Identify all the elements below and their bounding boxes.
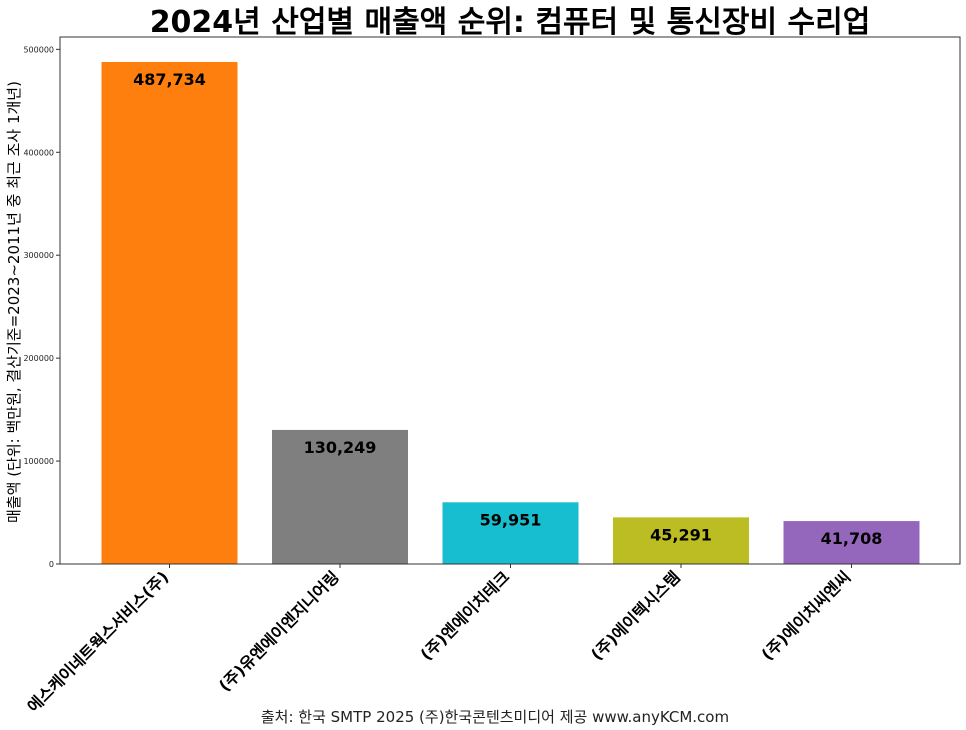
bars-layer: 487,734 130,249 59,951 45,291 41,708 [101, 61, 920, 564]
y-tick-label-6: 500000 [23, 45, 54, 54]
bar-3 [442, 502, 579, 564]
x-tick-label-5: (주)에이치씨엔씨 [758, 567, 855, 664]
y-axis-ticks: 0 100000 200000 300000 400000 500000 [23, 45, 60, 569]
y-tick-label-3: 200000 [23, 354, 54, 363]
bar-5 [783, 521, 920, 564]
bar-value-label-5: 41,708 [821, 529, 883, 548]
x-tick-label-4: (주)에이텍시스템 [587, 567, 684, 664]
bar-1 [101, 61, 238, 564]
bar-value-label-4: 45,291 [650, 525, 712, 544]
bar-value-label-1: 487,734 [133, 70, 206, 89]
bar-2 [272, 429, 408, 564]
bar-value-label-2: 130,249 [304, 438, 377, 457]
plot-frame [59, 36, 961, 565]
source-note: 출처: 한국 SMTP 2025 (주)한국콘텐츠미디어 제공 www.anyK… [261, 708, 729, 726]
bar-4 [613, 517, 749, 564]
y-axis-label: 매출액 (단위: 백만원, 결산기준=2023~2011년 중 최근 조사 1개… [5, 81, 23, 523]
chart-title: 2024년 산업별 매출액 순위: 컴퓨터 및 통신장비 수리업 [150, 5, 871, 40]
x-axis-ticks: 에스케이네트웍스서비스(주) (주)유엔에이엔지니어링 (주)엔에이치테크 (주)에이… [24, 564, 855, 716]
bar-value-label-3: 59,951 [480, 510, 542, 529]
y-tick-label-2: 100000 [23, 457, 54, 466]
y-tick-label-1: 0 [49, 560, 54, 569]
x-tick-label-3: (주)엔에이치테크 [417, 567, 514, 664]
y-tick-label-4: 300000 [23, 251, 54, 260]
x-tick-label-1: 에스케이네트웍스서비스(주) [24, 567, 173, 716]
y-tick-label-5: 400000 [23, 148, 54, 157]
x-tick-label-2: (주)유엔에이엔지니어링 [215, 567, 343, 695]
